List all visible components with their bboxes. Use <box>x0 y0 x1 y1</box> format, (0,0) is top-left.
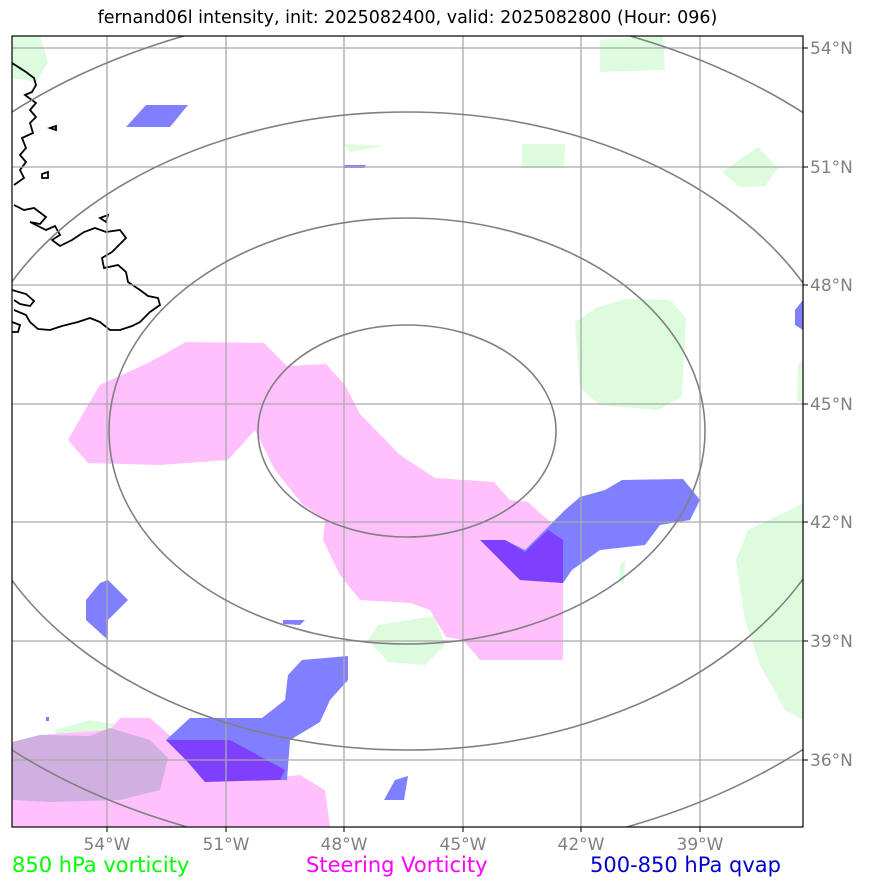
lon-label: 39°W <box>677 835 724 855</box>
map-area <box>12 36 803 827</box>
lon-label: 48°W <box>321 835 368 855</box>
map-frame <box>11 35 804 828</box>
coastline <box>13 204 162 331</box>
range-ring <box>108 217 706 645</box>
legend-qvap: 500-850 hPa qvap <box>590 853 781 877</box>
qvap-layer <box>46 105 803 800</box>
coastline <box>12 321 22 333</box>
vort850-contour <box>600 36 665 72</box>
lat-label: 42°N <box>810 513 853 533</box>
vort850-contour <box>736 503 803 720</box>
vort850-contour <box>343 144 385 152</box>
range-rings <box>12 36 803 827</box>
coastline-island <box>47 124 57 132</box>
lat-label: 54°N <box>810 39 853 59</box>
qvap-contour <box>384 776 408 800</box>
steering-layer <box>12 342 563 827</box>
latitude-labels: 54°N 51°N 48°N 45°N 42°N 39°N 36°N <box>810 39 853 771</box>
range-ring <box>12 111 803 751</box>
qvap-contour <box>795 300 803 330</box>
lat-label: 45°N <box>810 395 853 415</box>
lon-label: 42°W <box>558 835 605 855</box>
tick-marks <box>106 47 808 832</box>
qvap-overlap <box>480 530 563 583</box>
vort850-contour <box>797 360 803 405</box>
lat-label: 51°N <box>810 158 853 178</box>
lon-label: 54°W <box>84 835 131 855</box>
legend-steering-vorticity: Steering Vorticity <box>306 853 488 877</box>
figure-title: fernand06l intensity, init: 2025082400, … <box>97 8 718 28</box>
lat-label: 48°N <box>810 276 853 296</box>
vort850-contour <box>575 299 686 410</box>
coastline <box>12 289 36 307</box>
lon-label: 51°W <box>203 835 250 855</box>
range-ring <box>257 324 557 538</box>
coastline-island <box>41 170 49 179</box>
lat-label: 36°N <box>810 751 853 771</box>
qvap-contour <box>46 717 49 721</box>
qvap-contour <box>126 105 188 127</box>
lon-label: 45°W <box>440 835 487 855</box>
qvap-contour <box>283 620 305 625</box>
legend-850-vorticity: 850 hPa vorticity <box>12 853 190 877</box>
graticule <box>12 36 803 827</box>
coastline <box>12 62 38 186</box>
steering-overlap <box>12 728 168 802</box>
vort850-contour <box>522 144 565 168</box>
longitude-labels: 54°W 51°W 48°W 45°W 42°W 39°W <box>84 835 724 855</box>
steering-contour <box>68 342 563 660</box>
lat-label: 39°N <box>810 632 853 652</box>
